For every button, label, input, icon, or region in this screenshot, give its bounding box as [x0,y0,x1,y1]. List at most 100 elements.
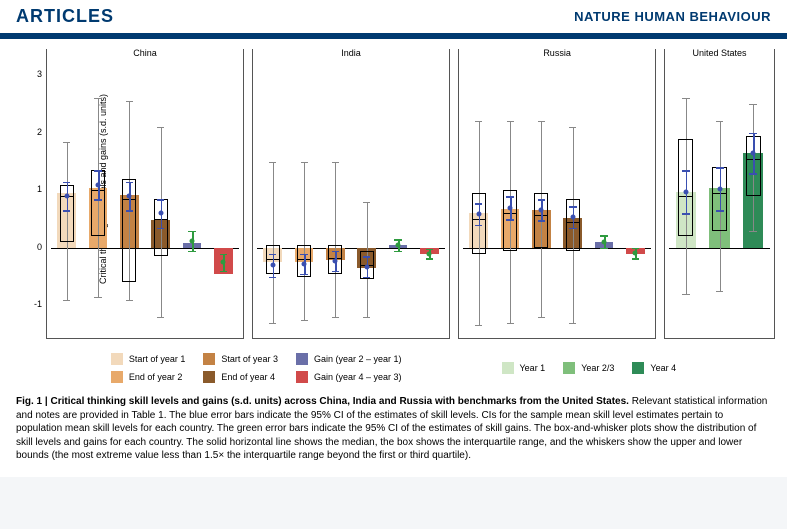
legend-item: Year 4 [632,353,676,383]
whisker-cap [569,323,576,324]
legend-swatch [111,371,123,383]
ci-cap [363,256,371,258]
ci-mean-dot [539,207,544,212]
whisker-cap [538,317,545,318]
y-tick-label: 3 [37,69,42,79]
chart-area: Critical thinking skill levels and gains… [0,39,787,339]
whisker-cap [749,231,757,232]
ci-cap [126,182,134,184]
ci-mean-dot [64,194,69,199]
whisker-cap [475,121,482,122]
legend-swatch [203,371,215,383]
whisker-cap [332,162,339,163]
legend-label: Year 2/3 [581,363,614,373]
whisker-cap [749,104,757,105]
ci-cap [394,239,402,241]
ci-mean-dot [717,186,722,191]
whisker-cap [63,300,70,301]
y-tick-label: 1 [37,184,42,194]
legend-label: Year 1 [520,363,546,373]
y-tick-label: 0 [37,242,42,252]
whisker-cap [157,317,164,318]
page: ARTICLES NATURE HUMAN BEHAVIOUR Critical… [0,0,787,477]
legend-main: Start of year 1Start of year 3Gain (year… [111,353,402,383]
whisker-cap [716,291,724,292]
ci-cap [94,170,102,172]
whisker-cap [63,142,70,143]
legend-item: Year 2/3 [563,353,614,383]
ci-mean-dot [127,194,132,199]
legend-label: End of year 4 [221,372,275,382]
legend-item: Gain (year 2 – year 1) [296,353,402,365]
whisker-cap [507,121,514,122]
ci-cap [600,235,608,237]
whisker-cap [94,98,101,99]
ci-cap [682,213,690,215]
whisker-cap [569,127,576,128]
figure-caption: Fig. 1 | Critical thinking skill levels … [0,395,787,477]
whisker-cap [475,325,482,326]
y-tick-label: -1 [34,299,42,309]
ci-cap [749,173,757,175]
ci-mean-dot [633,251,638,256]
legend: Start of year 1Start of year 3Gain (year… [0,339,787,395]
ci-cap [632,248,640,250]
panel-united-states: United States [664,49,775,339]
ci-cap [63,210,71,212]
legend-us: Year 1 Year 2/3 Year 4 [502,353,677,383]
ci-mean-dot [270,263,275,268]
whisker-cap [332,317,339,318]
panel-title: Russia [459,48,655,58]
ci-mean-dot [427,251,432,256]
zero-line [257,248,445,249]
ci-cap [506,196,514,198]
whisker-cap [157,127,164,128]
whisker-cap [269,162,276,163]
whisker-cap [126,300,133,301]
journal-label: NATURE HUMAN BEHAVIOUR [574,9,771,24]
ci-mean-dot [602,239,607,244]
ci-cap [538,220,546,222]
whisker-cap [126,101,133,102]
legend-swatch [502,362,514,374]
ci-cap [157,228,165,230]
whisker-cap [363,317,370,318]
ci-mean-dot [302,261,307,266]
ci-cap [716,210,724,212]
whisker-cap [363,202,370,203]
ci-cap [220,254,228,256]
panel-china: China [46,49,244,339]
ci-cap [220,271,228,273]
whisker-cap [716,121,724,122]
plot [257,64,445,332]
panel-russia: Russia [458,49,656,339]
legend-swatch [632,362,644,374]
ci-cap [157,199,165,201]
ci-cap [569,228,577,230]
whisker [304,162,305,320]
ci-cap [506,219,514,221]
plot [51,64,239,332]
ci-cap [475,225,483,227]
ci-cap [188,231,196,233]
legend-label: End of year 2 [129,372,183,382]
y-tick-label: 2 [37,127,42,137]
ci-mean-dot [364,264,369,269]
whisker-cap [682,294,690,295]
caption-label: Fig. 1 | Critical thinking skill levels … [16,396,629,407]
ci-cap [569,206,577,208]
whisker-cap [507,323,514,324]
legend-item: End of year 2 [111,371,186,383]
ci-cap [538,199,546,201]
ci-mean-dot [158,211,163,216]
panel-india: India [252,49,450,339]
legend-label: Year 4 [650,363,676,373]
whisker-cap [94,297,101,298]
header-bar: ARTICLES NATURE HUMAN BEHAVIOUR [0,0,787,33]
ci-cap [475,203,483,205]
legend-swatch [563,362,575,374]
whisker-cap [269,323,276,324]
ci-mean-dot [396,242,401,247]
ci-cap [126,210,134,212]
y-ticks: -1 0 1 2 3 [34,49,46,339]
